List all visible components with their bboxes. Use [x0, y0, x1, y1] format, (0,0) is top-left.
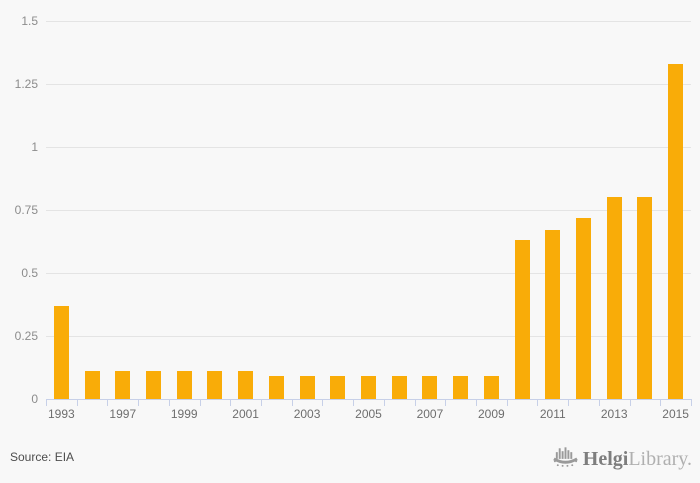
- x-axis-tick: [261, 400, 262, 406]
- x-axis-label: 1999: [170, 407, 198, 421]
- bar-1993: [53, 305, 69, 399]
- y-gridline: [46, 273, 691, 274]
- y-gridline: [46, 84, 691, 85]
- bar-2009: [483, 376, 499, 399]
- source-label: Source: EIA: [10, 450, 75, 464]
- x-axis-tick: [76, 400, 78, 406]
- bar-1997: [115, 371, 131, 399]
- y-gridline: [46, 336, 691, 337]
- bar-2001: [238, 371, 254, 399]
- x-axis-label: 2013: [600, 407, 628, 421]
- x-axis-tick: [107, 400, 109, 406]
- x-axis-tick: [168, 400, 170, 406]
- logo-text: HelgiLibrary.: [583, 445, 692, 473]
- x-axis-label: 2009: [477, 407, 505, 421]
- x-axis-tick: [691, 400, 692, 406]
- x-axis-label: 2011: [539, 407, 566, 421]
- logo-text-library: Library.: [628, 447, 692, 470]
- x-axis-label: 1997: [109, 407, 137, 421]
- x-axis-tick: [199, 400, 201, 406]
- helgilibrary-logo: HelgiLibrary.: [552, 443, 692, 474]
- x-axis-label: 2003: [293, 407, 321, 421]
- bar-2007: [422, 376, 438, 399]
- x-axis-tick: [353, 400, 355, 406]
- x-axis-tick: [414, 400, 416, 406]
- x-axis-label: 2005: [355, 407, 382, 421]
- x-axis-label: 2015: [662, 407, 689, 421]
- bar-2000: [207, 371, 223, 399]
- x-axis-tick: [445, 400, 447, 406]
- bar-2005: [361, 376, 376, 399]
- bar-2013: [606, 197, 622, 399]
- bar-2004: [330, 376, 346, 399]
- x-axis-tick: [138, 400, 140, 406]
- bar-2015: [668, 63, 684, 399]
- bar-2008: [453, 376, 469, 399]
- y-gridline: [46, 21, 691, 22]
- x-axis-tick: [568, 400, 570, 406]
- y-axis-label: 0: [31, 392, 38, 406]
- x-axis-tick: [322, 400, 324, 406]
- x-axis-tick: [598, 400, 600, 406]
- x-axis-tick: [291, 400, 293, 406]
- x-axis-tick: [476, 400, 477, 406]
- x-axis-label: 1993: [47, 407, 75, 421]
- x-axis-tick: [537, 400, 539, 406]
- x-axis-tick: [629, 400, 631, 406]
- bar-1998: [146, 371, 161, 399]
- y-axis-label: 1: [31, 140, 38, 154]
- bar-2014: [637, 197, 653, 399]
- y-axis-label: 0.25: [14, 329, 38, 343]
- bar-2011: [545, 230, 561, 399]
- x-axis-tick: [660, 400, 662, 406]
- bar-2002: [268, 376, 284, 399]
- y-axis-label: 0.75: [14, 203, 38, 217]
- logo-text-helgi: Helgi: [582, 447, 629, 470]
- bar-2003: [299, 376, 315, 399]
- x-axis-label: 2007: [416, 407, 444, 421]
- helgi-ship-icon: [552, 443, 579, 474]
- y-axis-label: 1.5: [21, 14, 38, 28]
- y-axis-label: 0.5: [21, 266, 38, 280]
- x-axis-tick: [506, 400, 508, 406]
- bar-2006: [391, 376, 407, 399]
- x-axis-label: 2001: [232, 407, 259, 421]
- y-gridline: [46, 210, 691, 211]
- bar-1996: [84, 371, 100, 399]
- x-axis-line: [46, 399, 692, 400]
- y-gridline: [46, 147, 691, 148]
- bar-2010: [514, 240, 530, 399]
- x-axis-tick: [230, 400, 232, 406]
- x-axis-tick: [46, 400, 47, 406]
- bar-2012: [576, 217, 591, 399]
- y-axis-label: 1.25: [14, 77, 38, 91]
- x-axis-tick: [383, 400, 385, 406]
- bar-1999: [176, 371, 192, 399]
